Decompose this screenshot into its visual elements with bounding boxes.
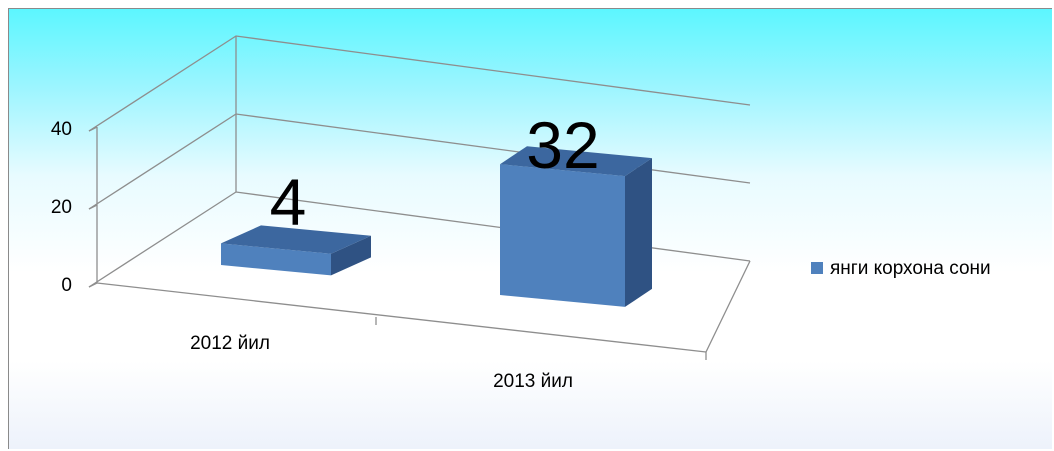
floor-right-edge [705,260,751,353]
y-tick-label-2: 40 [51,119,72,140]
bar-1 [500,146,652,307]
legend-label: янги корхона сони [830,258,991,279]
labels-layer: 4 32 [270,108,600,239]
axis-layer: 0 20 40 2012 йил 2013 йил [51,36,751,392]
bar-front-1 [500,164,625,307]
bar-front-0 [221,243,331,276]
x-axis-line [96,282,707,353]
bars-layer [221,146,652,307]
bar-side-0 [331,235,371,276]
bar-side-1 [625,158,652,307]
data-label-1: 32 [526,108,599,182]
y-tick-mark-1 [88,204,98,210]
legend-swatch [811,262,823,274]
y-tick-mark-2 [88,126,98,132]
bar-top-0 [221,225,371,254]
legend: янги корхона сони [811,258,991,279]
x-tick-label-1: 2013 йил [493,371,573,392]
bar-0 [221,225,371,276]
bar-top-1 [500,146,652,177]
y-tick-mark-0 [88,282,98,288]
gridline-2 [88,35,751,132]
data-label-0: 4 [270,165,307,239]
y-tick-label-1: 20 [51,197,72,218]
x-tick-label-0: 2012 йил [190,333,270,354]
y-tick-label-0: 0 [61,275,72,296]
